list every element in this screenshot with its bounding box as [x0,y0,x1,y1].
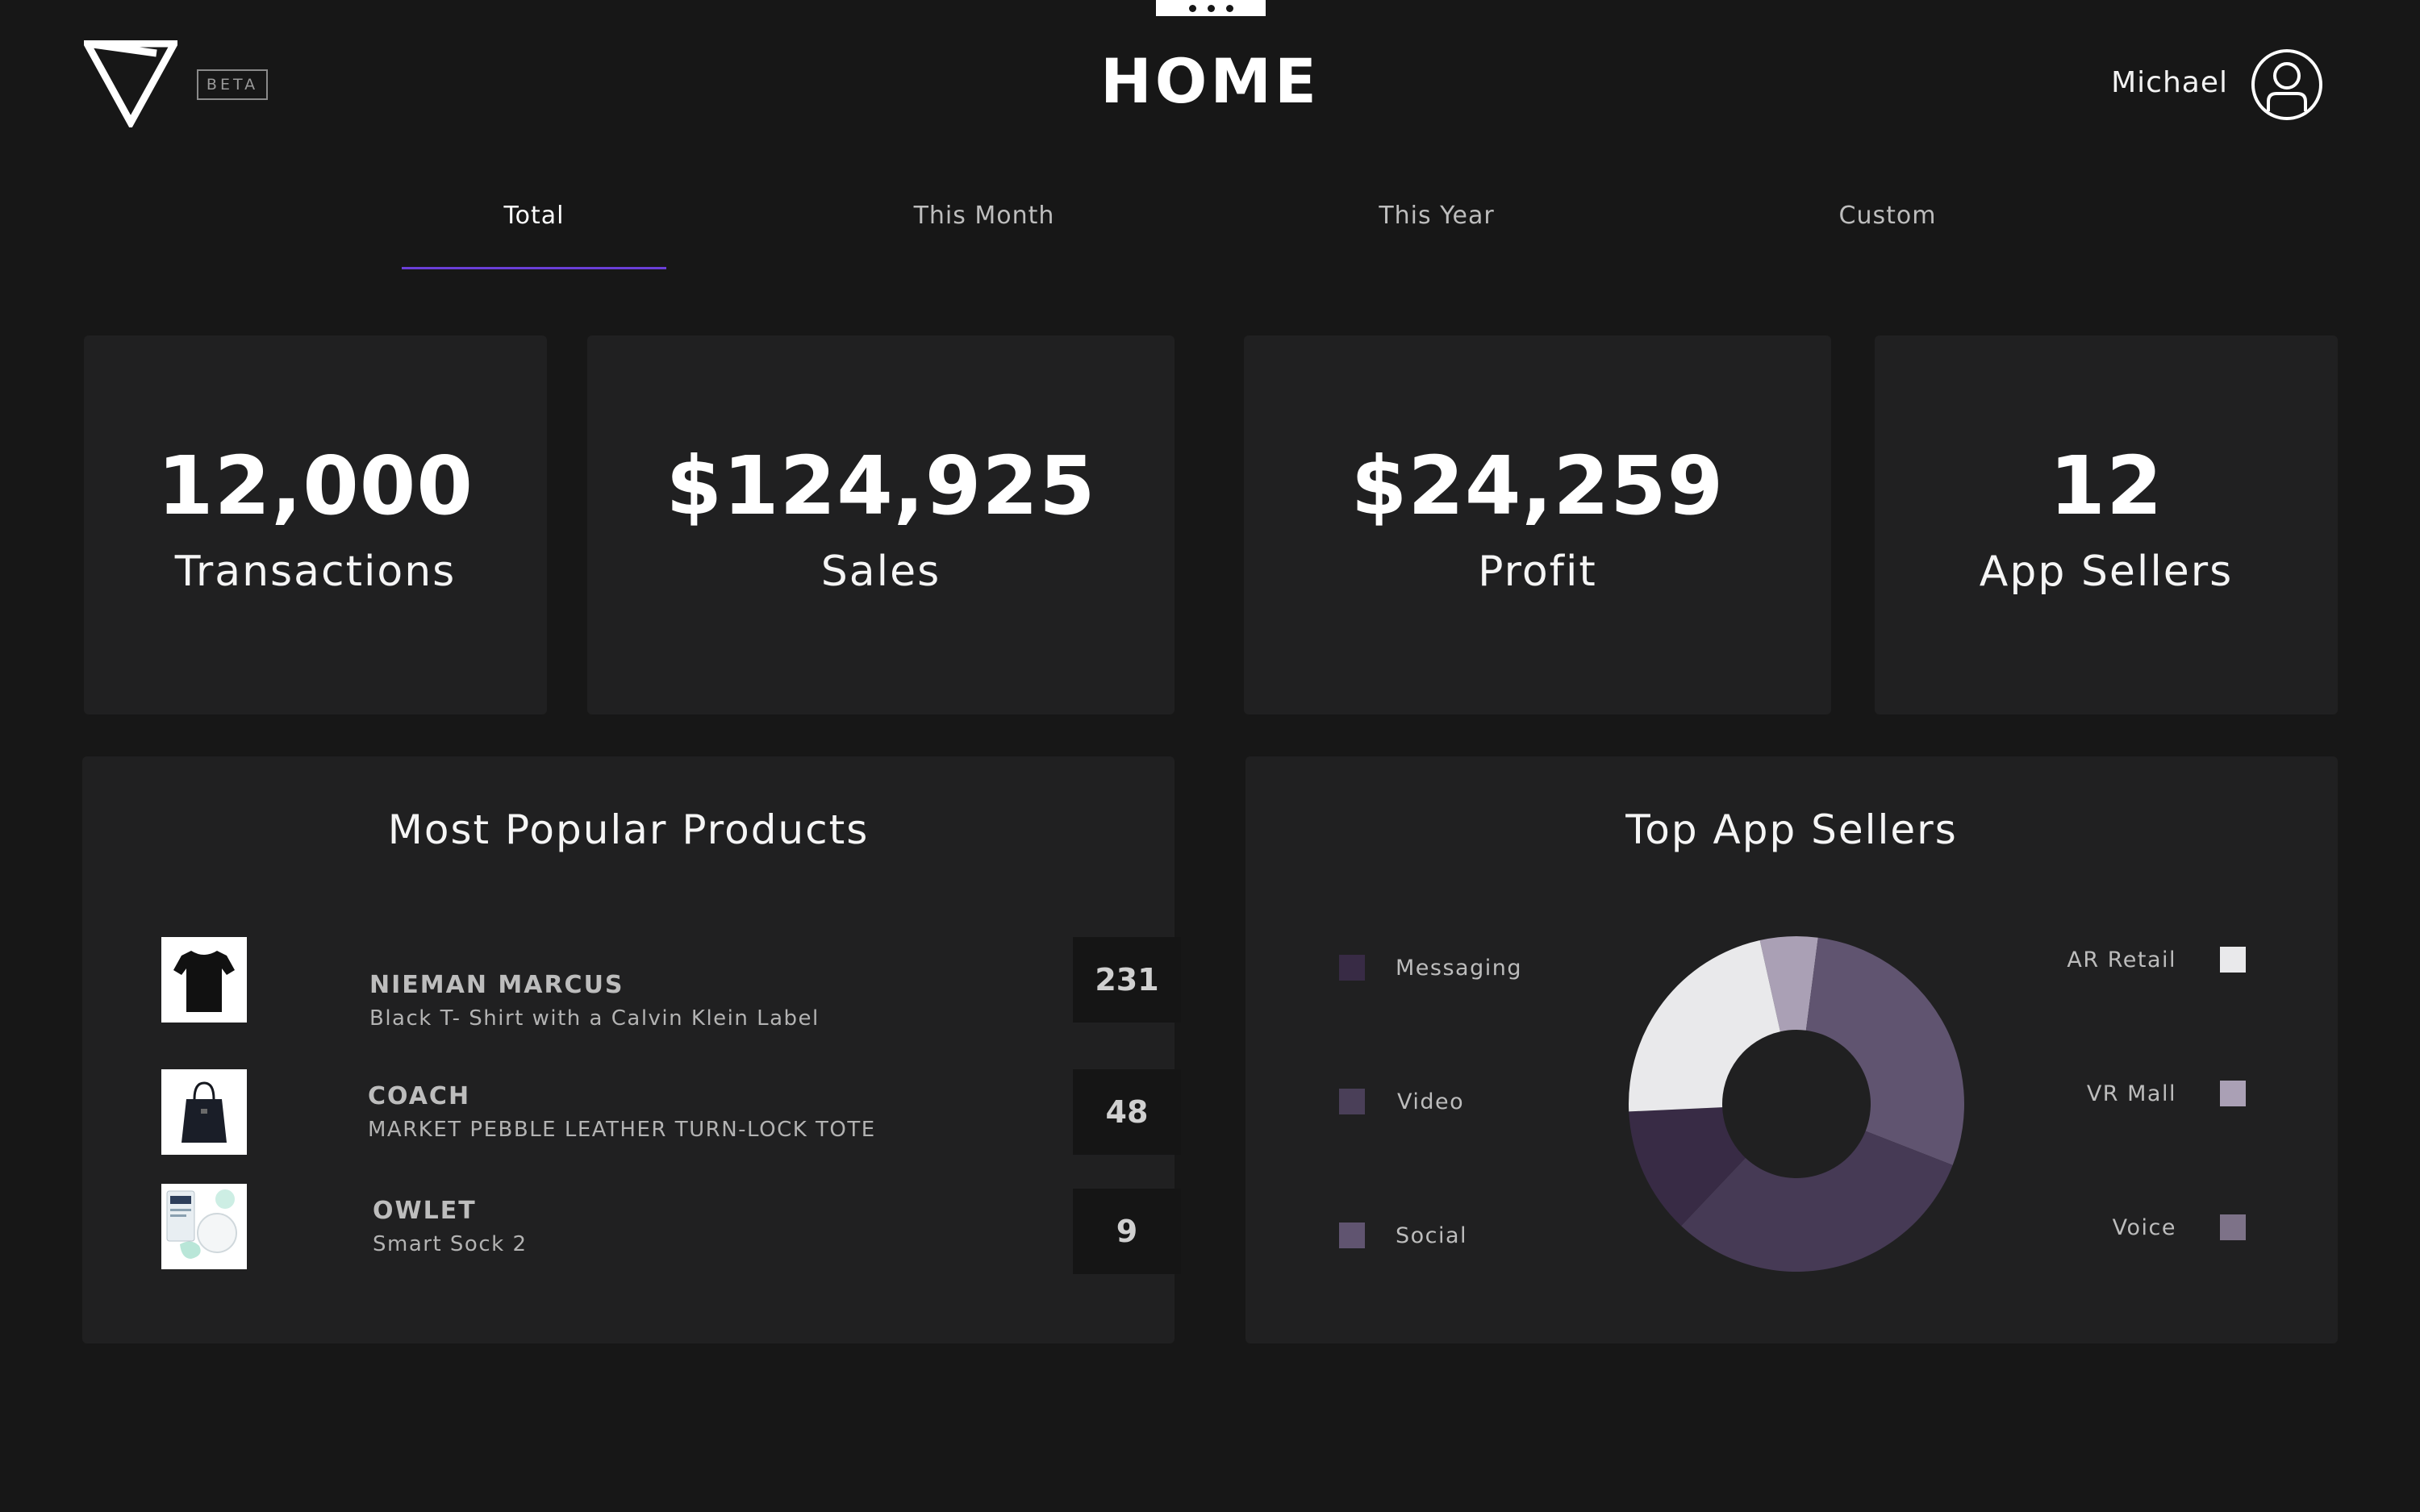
brand-logo-icon[interactable] [84,40,177,127]
product-brand: OWLET [373,1197,477,1225]
stat-value: 12,000 [157,439,474,533]
donut-slice-video [1681,1131,1953,1272]
product-count: 231 [1073,937,1181,1023]
product-brand: NIEMAN MARCUS [369,971,624,999]
stat-card-profit: $24,259 Profit [1244,335,1831,714]
panel-title: Most Popular Products [387,806,870,853]
top-handle[interactable] [1156,0,1266,16]
legend-label: Messaging [1396,955,1522,981]
legend-label: Video [1397,1089,1465,1114]
stat-label: Profit [1478,548,1597,596]
product-brand: COACH [368,1082,471,1110]
donut-slice-messaging [1629,1107,1746,1227]
tote-bag-icon [161,1069,247,1155]
product-description: Black T- Shirt with a Calvin Klein Label [369,1006,820,1031]
stat-value: $24,259 [1350,439,1725,533]
donut-slice-vr-mall [1759,936,1818,1032]
tshirt-icon [161,937,247,1023]
legend-item-messaging: Messaging [1339,953,1522,982]
tab-label: This Year [1379,202,1495,230]
legend-item-voice: Voice [2113,1213,2246,1242]
stat-card-transactions: 12,000 Transactions [84,335,547,714]
product-row[interactable]: OWLET Smart Sock 2 9 [161,1184,1181,1274]
donut-slice-voice [1805,937,1964,1165]
product-row[interactable]: NIEMAN MARCUS Black T- Shirt with a Calv… [161,937,1181,1031]
stat-label: App Sellers [1979,548,2234,596]
tab-this-year[interactable]: This Year [1304,202,1569,269]
tab-custom[interactable]: Custom [1755,202,2020,269]
stat-card-sales: $124,925 Sales [587,335,1175,714]
legend-item-vr-mall: VR Mall [2087,1079,2246,1108]
beta-badge: BETA [197,69,268,100]
page-title: HOME [1100,45,1320,117]
top-app-sellers-donut-chart [1629,936,1964,1272]
tab-this-month[interactable]: This Month [852,202,1116,269]
stat-value: $124,925 [666,439,1096,533]
legend-item-video: Video [1339,1087,1464,1116]
legend-swatch [1339,1089,1365,1114]
handle-dot [1225,4,1233,12]
donut-slice-ar-retail [1629,940,1780,1112]
tab-label: This Month [913,202,1055,230]
product-description: Smart Sock 2 [373,1232,528,1256]
tab-total[interactable]: Total [402,202,666,269]
product-count: 9 [1073,1189,1181,1274]
stat-value: 12 [2049,439,2163,533]
legend-label: Voice [2112,1214,2176,1240]
product-description: MARKET PEBBLE LEATHER TURN-LOCK TOTE [368,1118,876,1142]
panel-title: Top App Sellers [1625,806,1958,853]
handle-dot [1188,4,1196,12]
popular-products-panel: Most Popular Products NIEMAN MARCUS Blac… [82,756,1181,1343]
legend-label: AR Retail [2067,947,2176,973]
legend-swatch [2220,947,2246,973]
tab-label: Custom [1838,202,1937,230]
legend-swatch [2220,1081,2246,1106]
legend-label: VR Mall [2086,1081,2176,1106]
stat-card-app-sellers: 12 App Sellers [1875,335,2338,714]
legend-swatch [2220,1214,2246,1240]
legend-swatch [1339,1223,1365,1248]
tab-label: Total [503,202,565,230]
legend-item-social: Social [1339,1221,1467,1250]
stat-label: Transactions [174,548,457,596]
product-count: 48 [1073,1069,1181,1155]
user-avatar-icon[interactable] [2251,48,2323,121]
legend-item-ar-retail: AR Retail [2067,945,2246,974]
legend-label: Social [1396,1223,1468,1248]
legend-swatch [1339,955,1365,981]
stat-label: Sales [820,548,941,596]
handle-dot [1207,4,1215,12]
product-row[interactable]: COACH MARKET PEBBLE LEATHER TURN-LOCK TO… [161,1069,1181,1158]
smart-sock-icon [161,1184,247,1269]
user-name[interactable]: Michael [2111,66,2228,99]
